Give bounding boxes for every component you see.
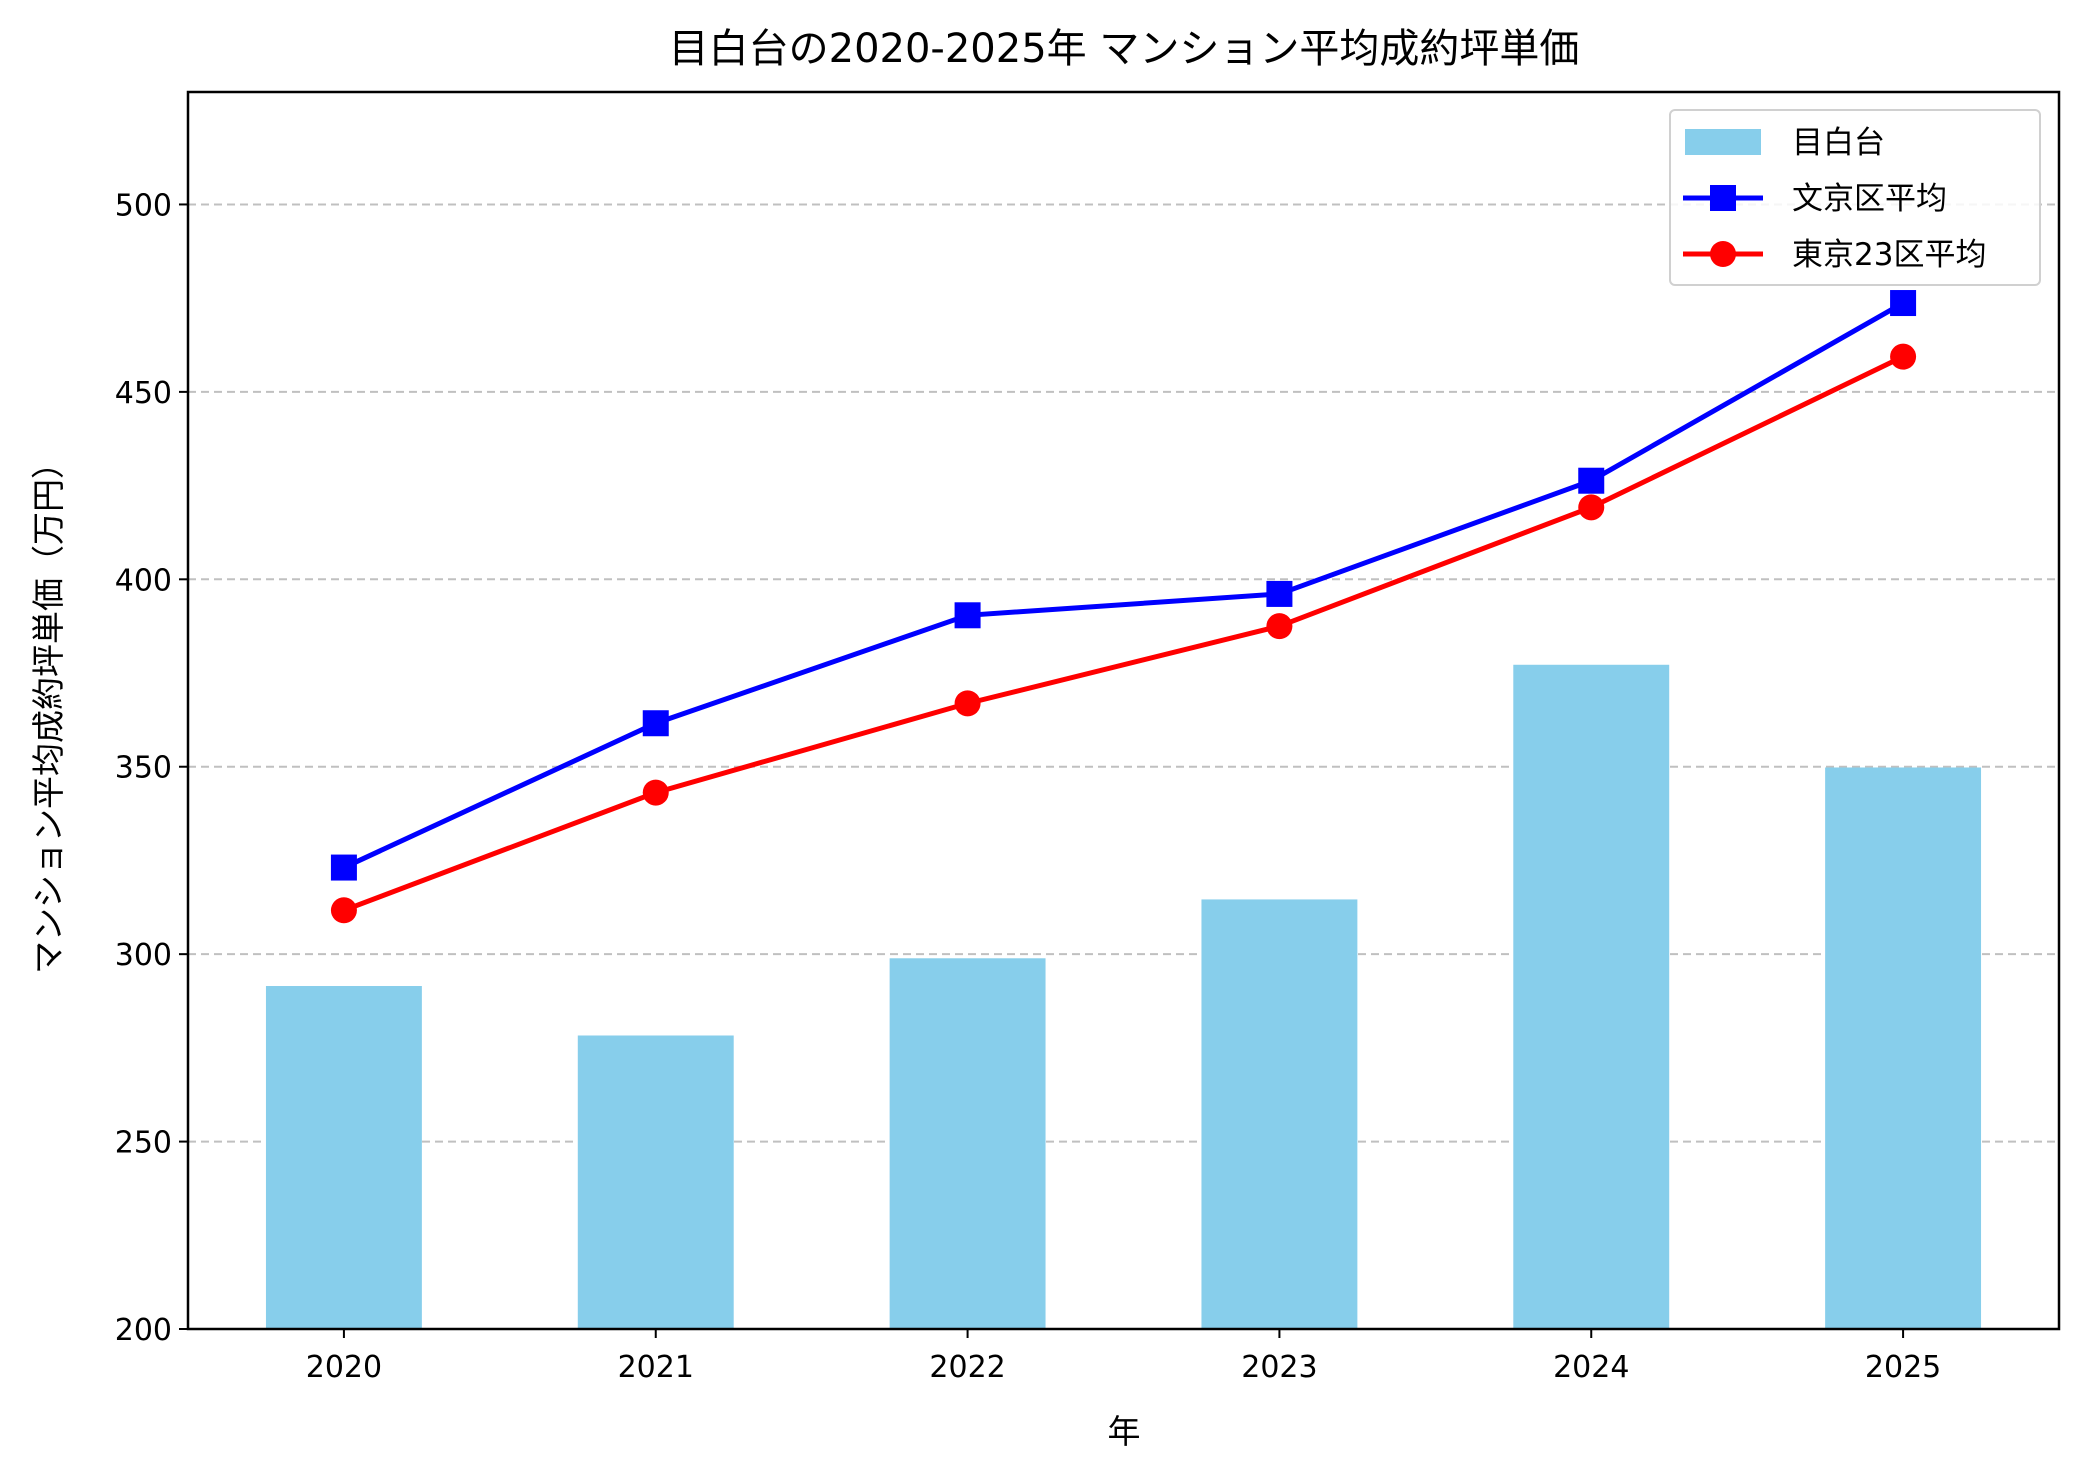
- legend-label: 文京区平均: [1792, 181, 1947, 217]
- data-point-square: [330, 854, 357, 881]
- bar: [889, 958, 1046, 1329]
- bar: [577, 1035, 734, 1329]
- data-point-square: [1890, 290, 1917, 317]
- bar: [1513, 664, 1670, 1329]
- x-axis: 2020 2021 2022 2023 2024 2025: [306, 1329, 1941, 1385]
- legend-label: 目白台: [1792, 125, 1885, 161]
- data-point-circle: [1266, 613, 1293, 640]
- x-tick-label: 2020: [306, 1350, 382, 1385]
- data-point-circle: [330, 897, 357, 924]
- bar: [1825, 767, 1982, 1329]
- data-point-square: [1578, 467, 1605, 494]
- x-tick-label: 2023: [1241, 1350, 1317, 1385]
- y-tick-label: 500: [115, 188, 172, 223]
- data-point-circle: [642, 779, 669, 806]
- x-tick-label: 2022: [929, 1350, 1005, 1385]
- data-point-square: [1266, 580, 1293, 607]
- y-tick-label: 350: [115, 751, 172, 786]
- series-line: [343, 354, 1905, 913]
- data-point-circle: [1890, 343, 1917, 370]
- series-line: [342, 300, 1905, 870]
- data-point-square: [954, 602, 981, 629]
- bars: [265, 664, 1982, 1329]
- grid: [188, 203, 2059, 1143]
- x-tick-label: 2021: [618, 1350, 694, 1385]
- legend-label: 東京23区平均: [1792, 237, 1986, 273]
- legend-marker-square: [1710, 185, 1736, 211]
- y-tick-label: 400: [115, 563, 172, 598]
- x-tick-label: 2025: [1865, 1350, 1941, 1385]
- y-tick-label: 200: [115, 1313, 172, 1348]
- chart-title: 目白台の2020-2025年 マンション平均成約坪単価: [669, 26, 1580, 72]
- y-axis-label: マンション平均成約坪単価（万円）: [29, 446, 68, 974]
- legend-swatch-bar: [1685, 129, 1761, 155]
- x-axis-label: 年: [1108, 1412, 1141, 1451]
- lines: [330, 290, 1917, 924]
- y-tick-label: 300: [115, 938, 172, 973]
- legend-marker-circle: [1710, 241, 1736, 267]
- data-point-square: [642, 710, 669, 737]
- data-point-circle: [1578, 494, 1605, 521]
- data-point-circle: [954, 690, 981, 717]
- y-tick-label: 450: [115, 376, 172, 411]
- plot-frame: [186, 90, 2061, 1331]
- y-tick-label: 250: [115, 1126, 172, 1161]
- bar: [265, 986, 422, 1329]
- y-axis: 200 250 300 350 400 450 500: [115, 188, 188, 1348]
- bar: [1201, 899, 1358, 1329]
- x-tick-label: 2024: [1553, 1350, 1629, 1385]
